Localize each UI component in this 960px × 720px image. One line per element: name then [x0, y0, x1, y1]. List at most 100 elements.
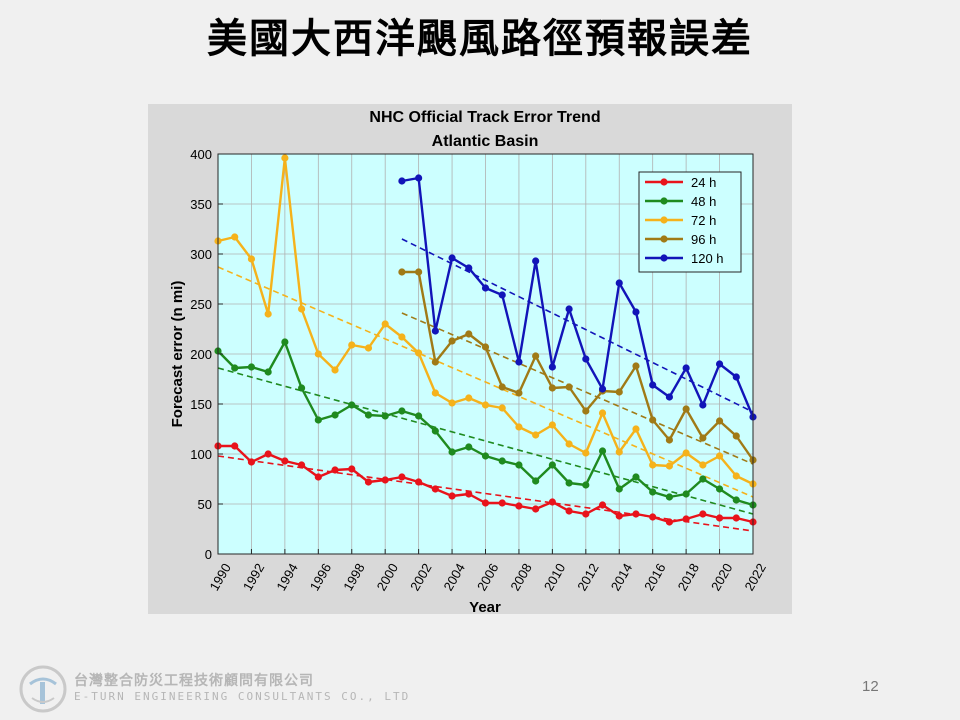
y-tick-label: 350: [190, 197, 212, 212]
data-point: [448, 337, 456, 345]
data-point: [715, 360, 724, 368]
data-point: [314, 350, 322, 358]
data-point: [632, 425, 640, 433]
legend-marker: [660, 197, 668, 205]
y-tick-label: 150: [190, 397, 212, 412]
data-point: [247, 255, 256, 263]
legend-marker: [660, 216, 668, 224]
data-point: [398, 177, 406, 185]
data-point: [665, 436, 674, 444]
data-point: [615, 279, 623, 287]
data-point: [498, 499, 506, 507]
data-point: [649, 416, 657, 424]
x-axis-label: Year: [469, 599, 501, 614]
data-point: [715, 417, 724, 425]
data-point: [448, 492, 456, 500]
company-logo: [19, 665, 67, 713]
data-point: [582, 355, 590, 363]
data-point: [615, 448, 623, 456]
data-point: [498, 457, 506, 465]
series-line: [401, 270, 754, 461]
data-point: [281, 338, 289, 346]
slide-title: 美國大西洋颶風路徑預報誤差: [207, 16, 753, 62]
data-point: [431, 327, 439, 335]
data-point: [582, 407, 590, 415]
legend-label: 120 h: [691, 251, 724, 266]
data-point: [481, 499, 490, 507]
data-point: [348, 465, 356, 473]
y-tick-label: 400: [190, 147, 212, 162]
data-point: [264, 368, 272, 376]
data-point: [415, 174, 423, 182]
data-point: [649, 513, 657, 521]
data-point: [465, 264, 473, 272]
y-tick-label: 0: [205, 547, 212, 562]
data-point: [415, 478, 423, 486]
data-point: [565, 440, 573, 448]
data-point: [498, 291, 506, 299]
data-point: [582, 510, 590, 518]
data-point: [398, 473, 406, 481]
y-tick-label: 100: [190, 447, 212, 462]
data-point: [532, 257, 540, 265]
data-point: [364, 478, 373, 486]
data-point: [548, 461, 556, 469]
data-point: [699, 461, 707, 469]
trend-line: [217, 367, 754, 515]
data-point: [715, 514, 724, 522]
data-point: [515, 389, 523, 397]
data-point: [515, 461, 523, 469]
data-point: [532, 352, 540, 360]
data-point: [715, 452, 724, 460]
data-point: [381, 412, 389, 420]
data-point: [665, 493, 674, 501]
data-point: [297, 384, 306, 392]
data-point: [682, 449, 690, 457]
data-point: [548, 363, 556, 371]
company-name: 台灣整合防災工程技術顧問有限公司: [74, 673, 314, 689]
data-point: [281, 154, 289, 162]
data-point: [565, 383, 573, 391]
data-point: [732, 373, 740, 381]
trend-line: [217, 266, 754, 498]
data-point: [331, 466, 339, 474]
data-point: [481, 284, 490, 292]
data-point: [498, 404, 506, 412]
series-lines: [214, 154, 757, 526]
data-point: [247, 458, 256, 466]
data-point: [699, 401, 707, 409]
data-point: [381, 320, 389, 328]
data-point: [231, 442, 239, 450]
legend: 24 h 48 h 72 h 96 h 120 h: [638, 171, 742, 273]
data-point: [448, 399, 456, 407]
series-line: [401, 176, 755, 418]
data-point: [649, 488, 657, 496]
data-point: [431, 389, 439, 397]
data-point: [415, 412, 423, 420]
legend-label: 24 h: [691, 175, 716, 190]
data-point: [565, 479, 573, 487]
data-point: [314, 416, 322, 424]
data-point: [331, 411, 339, 419]
data-point: [481, 452, 490, 460]
y-tick-label: 300: [190, 247, 212, 262]
data-point: [548, 384, 556, 392]
trend-line: [401, 238, 754, 413]
data-point: [364, 411, 373, 419]
legend-marker: [660, 235, 668, 243]
data-point: [649, 381, 657, 389]
legend-marker: [660, 178, 668, 186]
legend-label: 48 h: [691, 194, 716, 209]
data-point: [465, 394, 473, 402]
data-point: [465, 443, 473, 451]
data-point: [448, 448, 456, 456]
page-number: 12: [862, 678, 879, 695]
data-point: [431, 485, 439, 493]
data-point: [732, 432, 740, 440]
data-point: [415, 349, 423, 357]
data-point: [565, 305, 573, 313]
data-point: [548, 498, 556, 506]
data-point: [615, 388, 623, 396]
data-point: [682, 405, 690, 413]
